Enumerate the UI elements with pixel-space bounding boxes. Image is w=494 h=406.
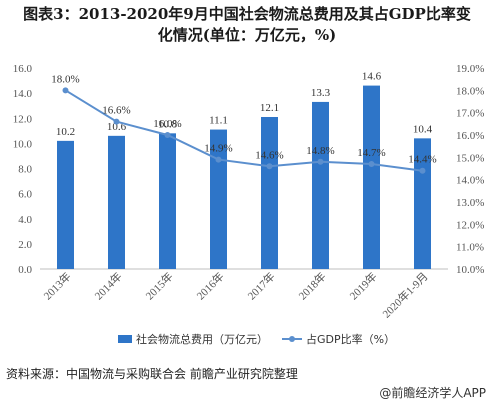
source-note: 资料来源：中国物流与采购联合会 前瞻产业研究院整理 (6, 367, 298, 381)
y-right-tick-label: 14.0% (456, 175, 484, 187)
y-right-tick-label: 17.0% (456, 108, 484, 120)
x-category-label: 2017年 (244, 269, 277, 302)
bar (261, 116, 278, 270)
y-left-tick-label: 0.0 (18, 264, 32, 276)
bar-value-label: 10.2 (56, 126, 75, 138)
y-left-tick-label: 10.0 (13, 138, 33, 150)
ratio-point (266, 163, 273, 170)
y-left-tick-label: 14.0 (13, 88, 33, 100)
ratio-line (64, 89, 423, 172)
chart-title: 图表3：2013-2020年9月中国社会物流总费用及其占GDP比率变 化情况(单… (0, 4, 494, 46)
y-left-tick-label: 4.0 (18, 214, 32, 226)
chart-title-line-2: 化情况(单位：万亿元，%) (157, 26, 337, 44)
y-right-tick-label: 19.0% (456, 63, 484, 75)
ratio-value-label: 14.6% (255, 149, 283, 161)
y-right-tick-label: 13.0% (456, 197, 484, 209)
legend-bar-label: 社会物流总费用（万亿元） (136, 332, 268, 346)
x-category-label: 2019年 (346, 269, 379, 302)
y-left-tick-label: 8.0 (18, 164, 32, 176)
ratio-point (164, 132, 171, 138)
x-category-label: 2020年1-9月 (379, 269, 430, 320)
ratio-value-label: 14.9% (204, 143, 232, 155)
ratio-point (215, 156, 222, 163)
ratio-point (62, 87, 69, 94)
legend-line-label: 占GDP比率（%） (306, 332, 395, 346)
bar (210, 129, 227, 269)
y-right-tick-label: 15.0% (456, 152, 484, 164)
ratio-value-label: 14.7% (357, 147, 385, 159)
chart-title-line-1: 图表3：2013-2020年9月中国社会物流总费用及其占GDP比率变 (23, 5, 471, 23)
x-category-label: 2016年 (193, 269, 226, 302)
ratio-point (419, 167, 426, 174)
bar (363, 85, 380, 270)
y-left-tick-label: 12.0 (13, 113, 33, 125)
y-right-tick-label: 10.0% (456, 264, 484, 276)
ratio-value-label: 16.0% (153, 118, 181, 130)
y-right-tick-label: 12.0% (456, 219, 484, 231)
bar (108, 135, 125, 269)
ratio-point (113, 118, 120, 125)
bar-value-label: 13.3 (311, 87, 331, 99)
ratio-point (317, 158, 324, 165)
ratio-value-label: 14.4% (408, 154, 436, 166)
ratio-point (368, 161, 375, 168)
bar-value-label: 14.6 (362, 71, 382, 83)
legend-line-marker (289, 336, 295, 342)
ratio-value-label: 14.8% (306, 145, 334, 157)
bar-value-label: 10.4 (413, 123, 433, 135)
x-category-label: 2013年 (40, 269, 73, 302)
ratio-value-label: 18.0% (51, 73, 79, 85)
ratio-value-label: 16.6% (102, 105, 130, 117)
y-left-tick-label: 2.0 (18, 239, 32, 251)
legend-bar-swatch (118, 335, 132, 343)
bar (159, 133, 176, 269)
bar (312, 101, 329, 269)
y-right-tick-label: 18.0% (456, 85, 484, 97)
bar (57, 140, 74, 269)
bar-value-label: 11.1 (209, 115, 228, 127)
brand-watermark: @前瞻经济学人APP (379, 386, 486, 400)
x-category-label: 2015年 (142, 269, 175, 302)
y-left-tick-label: 6.0 (18, 189, 32, 201)
y-right-tick-label: 11.0% (456, 242, 484, 254)
y-right-tick-label: 16.0% (456, 130, 484, 142)
x-category-label: 2014年 (91, 269, 124, 302)
bar-value-label: 10.8 (158, 118, 178, 130)
y-left-tick-label: 16.0 (13, 63, 33, 75)
bar-value-label: 12.1 (260, 102, 279, 114)
x-category-label: 2018年 (295, 269, 328, 302)
